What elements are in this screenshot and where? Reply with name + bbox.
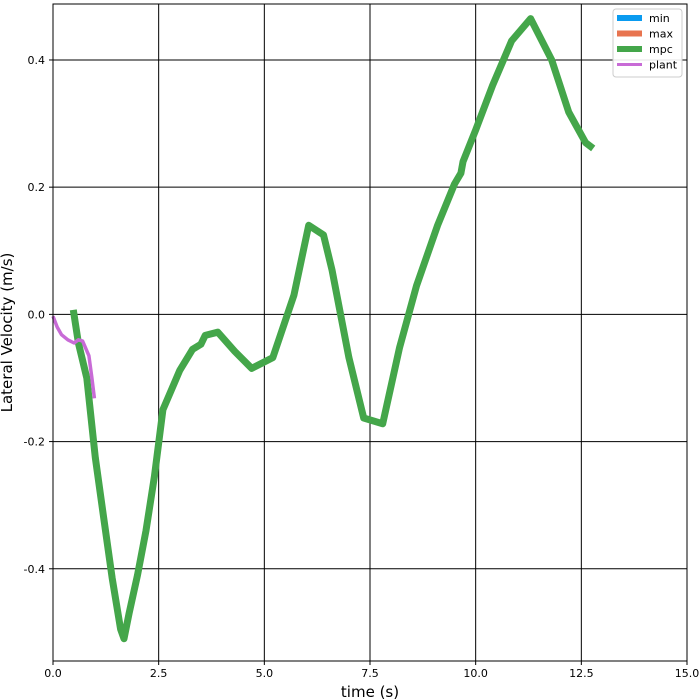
series-line-plant xyxy=(51,315,97,399)
series-line-mpc xyxy=(69,15,596,643)
x-tick-label: 0.0 xyxy=(44,667,62,680)
y-tick-label: -0.2 xyxy=(24,436,45,449)
y-axis-label: Lateral Velocity (m/s) xyxy=(0,253,16,413)
x-tick-label: 10.0 xyxy=(463,667,488,680)
ticks: 0.0 2.5 5.0 7.5 10.0 12.5 15.0 -0.4 -0.2 0.0 0.2 0.… xyxy=(24,54,700,680)
grid xyxy=(52,4,688,661)
legend-label-max: max xyxy=(649,28,673,41)
legend-label-plant: plant xyxy=(649,59,678,72)
x-tick-label: 2.5 xyxy=(150,667,168,680)
legend-box xyxy=(612,8,683,78)
x-tick-label: 15.0 xyxy=(675,667,700,680)
legend-label-min: min xyxy=(649,12,670,25)
x-tick-label: 7.5 xyxy=(361,667,379,680)
series-layer xyxy=(51,15,596,643)
y-tick-label: -0.4 xyxy=(24,563,45,576)
y-tick-label: 0.0 xyxy=(28,308,46,321)
x-tick-label: 12.5 xyxy=(569,667,594,680)
y-tick-label: 0.2 xyxy=(28,181,46,194)
legend: min max mpc plant xyxy=(612,8,683,78)
legend-label-mpc: mpc xyxy=(649,43,673,56)
x-tick-label: 5.0 xyxy=(256,667,274,680)
x-axis-label: time (s) xyxy=(341,683,399,700)
y-tick-label: 0.4 xyxy=(28,54,46,67)
